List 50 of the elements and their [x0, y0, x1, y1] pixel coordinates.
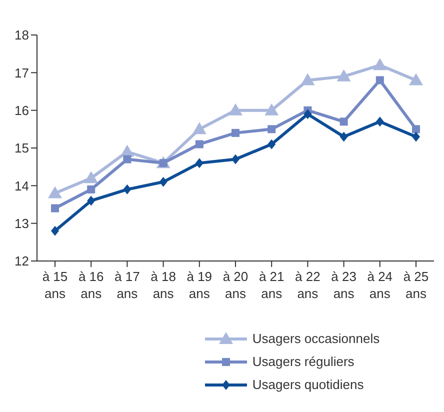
point: [232, 154, 240, 164]
x-tick-label: à 25 ans: [403, 269, 429, 301]
x-tick-label: à 22 ans: [295, 269, 320, 301]
point: [51, 204, 59, 212]
x-tick-label: à 20 ans: [222, 269, 248, 301]
point: [51, 226, 59, 236]
x-tick-label: à 18 ans: [150, 269, 176, 301]
y-tick-label: 13: [14, 216, 29, 231]
point: [409, 73, 423, 86]
point: [376, 76, 384, 84]
y-tick-label: 18: [14, 28, 29, 43]
point: [300, 73, 315, 86]
x-tick-label: à 17 ans: [114, 269, 140, 301]
point: [340, 132, 348, 142]
point: [159, 176, 168, 187]
y-tick-label: 12: [14, 254, 29, 269]
point: [87, 196, 96, 206]
point: [336, 69, 351, 82]
point: [123, 184, 132, 194]
point: [195, 158, 204, 168]
point: [372, 58, 387, 70]
point: [340, 118, 348, 126]
point: [84, 171, 98, 184]
point: [264, 103, 279, 116]
point: [48, 186, 62, 198]
point: [268, 139, 276, 150]
point: [195, 140, 204, 148]
point: [87, 185, 96, 194]
x-tick-label: à 21 ans: [258, 269, 284, 301]
point: [232, 128, 240, 137]
legend-label: Usagers quotidiens: [252, 377, 364, 392]
point: [412, 132, 420, 142]
legend-label: Usagers occasionnels: [252, 331, 380, 346]
x-tick-label: à 23 ans: [331, 269, 356, 301]
y-tick-label: 17: [14, 65, 29, 80]
point: [268, 125, 276, 134]
x-tick-label: à 19 ans: [186, 269, 212, 301]
x-tick-label: à 24 ans: [367, 269, 393, 301]
point: [304, 109, 312, 120]
x-tick-label: à 15 ans: [42, 269, 68, 301]
point: [192, 122, 206, 134]
point: [412, 125, 420, 134]
point: [123, 155, 132, 164]
point: [376, 116, 384, 127]
legend-label: Usagers réguliers: [252, 354, 354, 369]
y-tick-label: 14: [14, 178, 29, 194]
point: [228, 103, 242, 116]
y-tick-label: 16: [14, 102, 29, 118]
y-tick-label: 15: [14, 140, 29, 156]
x-tick-label: à 16 ans: [78, 269, 104, 301]
